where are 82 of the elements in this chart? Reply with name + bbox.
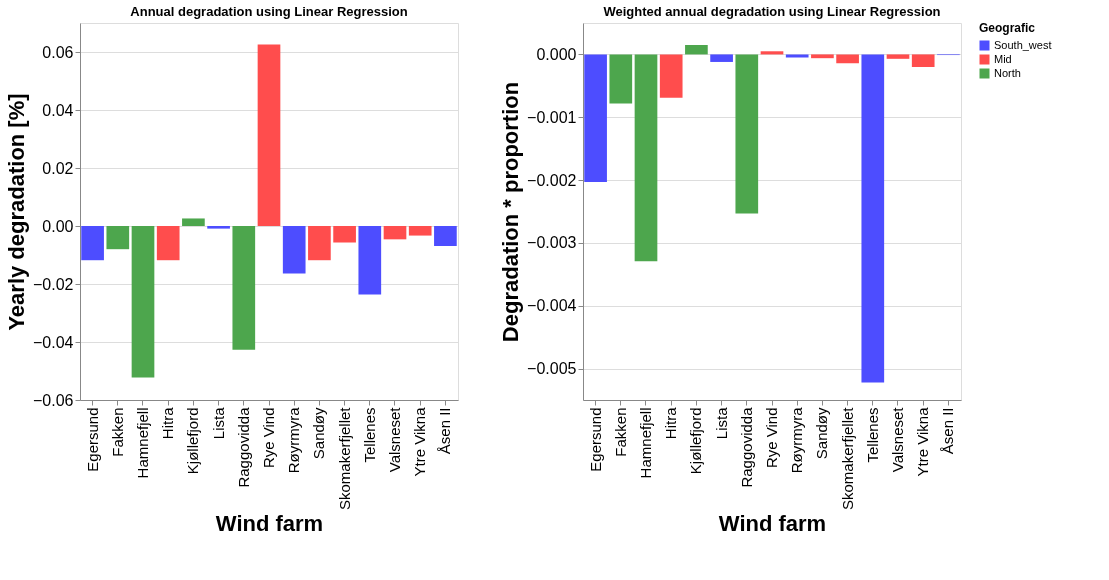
x-tick-label: Åsen II bbox=[939, 407, 957, 455]
x-tick-label: Fakken bbox=[108, 407, 126, 457]
y-tick-label: −0.06 bbox=[33, 391, 74, 409]
bar bbox=[886, 54, 910, 59]
bar bbox=[308, 226, 331, 261]
legend-label: South_west bbox=[994, 38, 1052, 51]
x-tick-label: Røyrmyra bbox=[788, 406, 806, 474]
bar bbox=[156, 226, 180, 261]
bar bbox=[785, 54, 809, 58]
bar bbox=[383, 226, 407, 240]
x-tick-label: Valsneset bbox=[386, 406, 403, 473]
bar bbox=[659, 54, 683, 98]
y-tick-label: 0.04 bbox=[42, 101, 74, 119]
x-tick-label: Egersund bbox=[586, 407, 604, 472]
y-tick-label: −0.005 bbox=[527, 360, 577, 378]
y-tick-label: −0.02 bbox=[33, 275, 74, 293]
x-tick-label: Rye Vind bbox=[763, 407, 780, 469]
bar bbox=[434, 226, 457, 247]
y-tick-label: −0.04 bbox=[33, 333, 74, 351]
bar bbox=[333, 226, 356, 243]
x-tick-label: Hitra bbox=[159, 406, 177, 440]
bar bbox=[811, 54, 834, 59]
x-tick-label: Fakken bbox=[611, 407, 629, 457]
bar bbox=[710, 54, 733, 62]
bar bbox=[232, 226, 256, 350]
x-tick-label: Valsneset bbox=[889, 406, 906, 473]
legend-label: Mid bbox=[994, 52, 1012, 65]
x-tick-label: Rye Vind bbox=[260, 407, 277, 469]
x-tick-label: Hamnefjell bbox=[637, 407, 654, 479]
y-tick-label: −0.004 bbox=[527, 297, 577, 315]
bar bbox=[685, 44, 708, 55]
legend-title: Geografic bbox=[979, 21, 1036, 35]
y-tick-label: −0.002 bbox=[527, 171, 577, 189]
bar bbox=[760, 51, 784, 55]
x-tick-label: Lista bbox=[209, 406, 227, 440]
bar bbox=[257, 44, 281, 226]
x-tick-label: Hitra bbox=[662, 406, 680, 440]
bar bbox=[408, 226, 432, 236]
x-tick-label: Tellenes bbox=[360, 407, 378, 463]
bar bbox=[207, 226, 230, 229]
bar bbox=[182, 218, 205, 226]
chart-title: Weighted annual degradation using Linear Regression bbox=[603, 4, 941, 19]
bar bbox=[358, 226, 382, 295]
y-tick-label: −0.003 bbox=[527, 234, 577, 252]
x-tick-label: Åsen II bbox=[436, 407, 454, 455]
bar bbox=[735, 54, 759, 214]
x-tick-label: Raggovidda bbox=[234, 406, 252, 488]
x-tick-label: Røyrmyra bbox=[285, 406, 303, 474]
x-tick-label: Sandøy bbox=[813, 407, 831, 460]
y-tick-label: 0.00 bbox=[42, 217, 74, 235]
x-tick-label: Lista bbox=[712, 406, 730, 440]
y-tick-label: 0.02 bbox=[42, 159, 74, 177]
y-tick-label: 0.000 bbox=[536, 45, 577, 63]
bar bbox=[634, 54, 658, 262]
y-axis-title: Degradation * proportion bbox=[498, 81, 524, 343]
x-tick-label: Tellenes bbox=[863, 407, 881, 463]
x-tick-label: Skomakerfjellet bbox=[838, 406, 856, 511]
x-tick-label: Egersund bbox=[83, 407, 101, 472]
x-tick-label: Sandøy bbox=[310, 407, 328, 460]
chart-title: Annual degradation using Linear Regression bbox=[130, 4, 408, 19]
bar bbox=[106, 226, 130, 250]
y-tick-label: 0.06 bbox=[42, 43, 74, 61]
x-tick-label: Raggovidda bbox=[737, 406, 755, 488]
bar bbox=[911, 54, 935, 67]
bar bbox=[282, 226, 306, 274]
x-tick-label: Kjøllefjord bbox=[184, 407, 202, 475]
legend-label: North bbox=[994, 66, 1021, 79]
x-axis-title: Wind farm bbox=[718, 511, 827, 537]
bar bbox=[836, 54, 859, 64]
x-tick-label: Kjøllefjord bbox=[687, 407, 705, 475]
bar bbox=[861, 54, 885, 383]
x-tick-label: Skomakerfjellet bbox=[335, 406, 353, 511]
bar bbox=[131, 226, 155, 378]
x-tick-label: Hamnefjell bbox=[134, 407, 151, 479]
bar bbox=[609, 54, 633, 104]
bar bbox=[81, 226, 104, 261]
y-tick-label: −0.001 bbox=[527, 108, 577, 126]
x-axis-title: Wind farm bbox=[215, 511, 324, 537]
x-tick-label: Ytre Vikna bbox=[914, 406, 932, 477]
y-axis-title: Yearly degradation [%] bbox=[4, 93, 30, 331]
bar bbox=[584, 54, 607, 182]
x-tick-label: Ytre Vikna bbox=[411, 406, 429, 477]
